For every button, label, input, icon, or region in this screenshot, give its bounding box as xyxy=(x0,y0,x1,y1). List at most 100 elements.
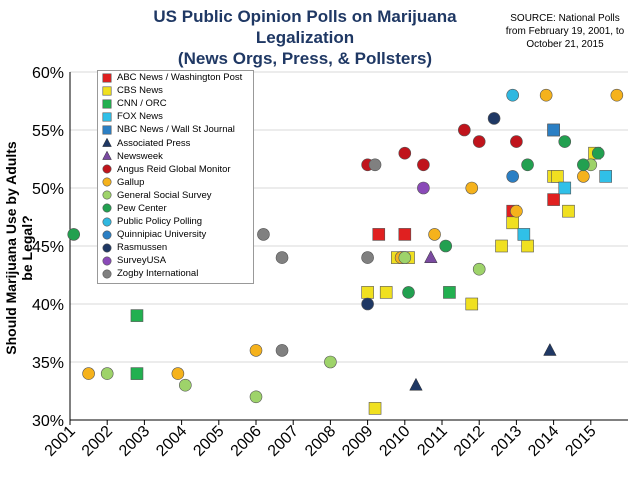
legend-label: CNN / ORC xyxy=(117,98,167,110)
legend-marker xyxy=(102,230,112,240)
y-tick-label: 60% xyxy=(32,65,64,82)
x-tick-label: 2004 xyxy=(153,423,190,460)
data-point xyxy=(521,158,534,172)
x-tick-label: 2005 xyxy=(190,423,227,460)
data-point xyxy=(257,228,270,241)
data-point xyxy=(487,112,501,125)
legend-circle-icon xyxy=(100,255,114,267)
legend-triangle-icon xyxy=(100,150,114,162)
data-point xyxy=(506,88,519,102)
legend-marker xyxy=(102,112,112,122)
data-point xyxy=(324,355,337,369)
legend-square-icon xyxy=(100,85,114,97)
legend-item: Gallup xyxy=(98,176,253,189)
legend-marker xyxy=(102,177,112,187)
x-tick-label: 2015 xyxy=(562,423,599,460)
source-line-3: October 21, 2015 xyxy=(526,39,604,50)
legend-square-icon xyxy=(100,72,114,84)
legend-label: SurveyUSA xyxy=(117,255,167,267)
data-point xyxy=(372,228,386,241)
source-line-1: SOURCE: National Polls xyxy=(510,13,620,24)
legend-item: General Social Survey xyxy=(98,189,253,202)
legend-marker xyxy=(102,86,112,96)
legend-circle-icon xyxy=(100,202,114,214)
legend-marker xyxy=(102,150,112,160)
legend-item: ABC News / Washington Post xyxy=(98,71,253,84)
data-point xyxy=(443,286,456,299)
x-tick-label: 2003 xyxy=(116,423,153,460)
legend-marker xyxy=(102,190,112,200)
legend-marker xyxy=(102,99,112,109)
legend-label: Rasmussen xyxy=(117,242,168,254)
data-point xyxy=(424,250,438,263)
legend-circle-icon xyxy=(100,189,114,201)
x-tick-label: 2013 xyxy=(488,423,525,460)
data-point xyxy=(610,88,624,102)
data-point xyxy=(67,228,81,241)
data-point xyxy=(472,262,486,276)
data-point xyxy=(591,146,605,160)
legend-circle-icon xyxy=(100,163,114,175)
data-point xyxy=(543,342,557,356)
legend-label: Angus Reid Global Monitor xyxy=(117,163,231,175)
legend-item: Angus Reid Global Monitor xyxy=(98,163,253,176)
x-tick-label: 2012 xyxy=(451,423,488,460)
legend-circle-icon xyxy=(100,242,114,254)
legend-label: NBC News / Wall St Journal xyxy=(117,124,235,136)
data-point xyxy=(547,193,560,206)
data-point xyxy=(398,228,412,241)
data-point xyxy=(368,158,382,172)
legend-label: Pew Center xyxy=(117,202,167,214)
data-point xyxy=(506,216,519,230)
legend-label: FOX News xyxy=(117,111,163,123)
data-point xyxy=(82,367,95,380)
legend-marker xyxy=(102,269,112,279)
data-point xyxy=(458,123,471,137)
x-tick-label: 2006 xyxy=(228,423,265,460)
data-point xyxy=(551,170,564,183)
legend-marker xyxy=(102,203,112,213)
legend-label: Public Policy Polling xyxy=(117,216,203,228)
y-tick-label: 35% xyxy=(32,355,64,372)
legend-label: General Social Survey xyxy=(117,189,212,201)
data-point xyxy=(465,181,479,195)
data-point xyxy=(171,367,185,380)
legend-item: CNN / ORC xyxy=(98,97,253,110)
source-line-2: from February 19, 2001, to xyxy=(505,26,625,37)
source-note: SOURCE: National Polls from February 19,… xyxy=(495,12,635,51)
y-tick-label: 40% xyxy=(32,297,64,314)
data-point xyxy=(398,251,412,264)
legend-marker xyxy=(102,243,112,253)
data-point xyxy=(361,286,374,299)
legend-circle-icon xyxy=(100,216,114,228)
legend-item: NBC News / Wall St Journal xyxy=(98,123,253,136)
legend-label: CBS News xyxy=(117,85,163,97)
data-point xyxy=(417,158,430,172)
y-tick-label: 45% xyxy=(32,239,64,256)
data-point xyxy=(558,181,572,195)
data-point xyxy=(562,204,575,218)
data-point xyxy=(130,309,144,322)
data-point xyxy=(472,135,486,148)
title-line-2: (News Orgs, Press, & Pollsters) xyxy=(177,49,433,68)
data-point xyxy=(275,251,289,264)
legend-circle-icon xyxy=(100,229,114,241)
legend-item: Rasmussen xyxy=(98,241,253,254)
legend-marker xyxy=(102,256,112,266)
data-point xyxy=(577,170,590,183)
legend-item: SurveyUSA xyxy=(98,254,253,267)
legend-item: Public Policy Polling xyxy=(98,215,253,228)
data-points xyxy=(67,88,624,415)
data-point xyxy=(130,367,144,380)
legend-item: Newsweek xyxy=(98,150,253,163)
data-point xyxy=(379,286,393,299)
legend-label: ABC News / Washington Post xyxy=(117,72,243,84)
data-point xyxy=(249,390,263,404)
chart-title: US Public Opinion Polls on Marijuana Leg… xyxy=(120,6,490,69)
legend-label: Associated Press xyxy=(117,137,191,149)
title-line-1: US Public Opinion Polls on Marijuana Leg… xyxy=(153,7,457,47)
legend-circle-icon xyxy=(100,268,114,280)
legend-item: CBS News xyxy=(98,84,253,97)
x-tick-label: 2009 xyxy=(339,423,376,460)
